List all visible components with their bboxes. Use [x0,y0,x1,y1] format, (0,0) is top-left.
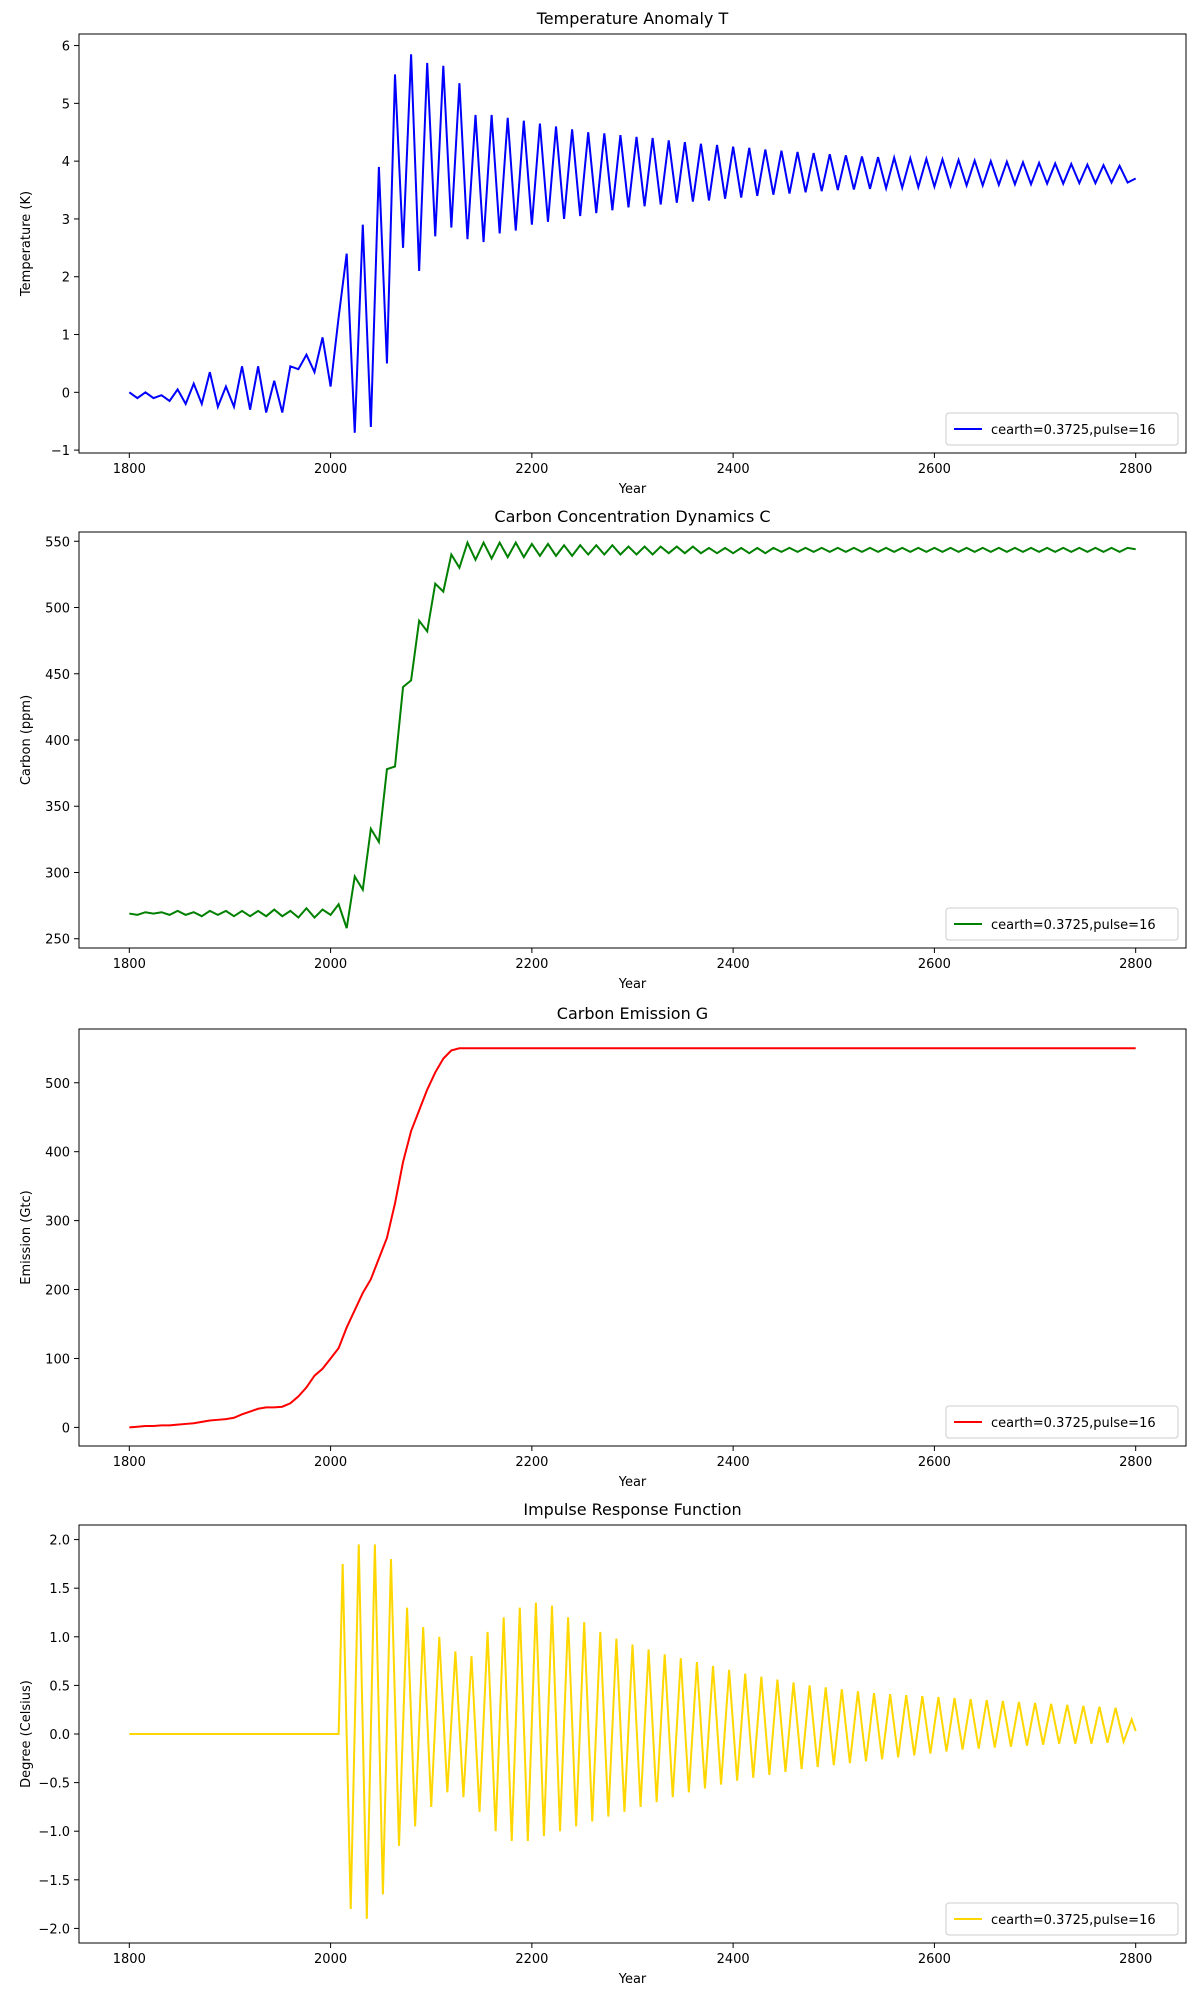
y-tick-label: 1.5 [49,1582,70,1597]
y-axis-label: Temperature (K) [19,191,34,297]
plot-frame [78,531,1187,949]
legend-label: cearth=0.3725,pulse=16 [991,423,1156,438]
y-tick-label: −2.0 [38,1922,70,1937]
y-tick-label: 2 [62,271,70,286]
y-tick-label: 200 [45,1284,70,1299]
x-tick-label: 2600 [918,957,951,972]
y-tick-label: 350 [45,800,70,815]
legend-label: cearth=0.3725,pulse=16 [991,1913,1156,1928]
legend-box [945,1902,1179,1936]
x-tick-label: 2400 [717,957,750,972]
y-tick-label: 300 [45,1215,70,1230]
x-axis-label: Year [618,1972,647,1987]
y-tick-label: 400 [45,1146,70,1161]
y-tick-label: 5 [62,97,70,112]
y-tick-label: 500 [45,1077,70,1092]
y-tick-label: 2.0 [49,1534,70,1549]
x-axis-label: Year [618,977,647,992]
x-tick-label: 2000 [314,1952,347,1967]
legend-label: cearth=0.3725,pulse=16 [991,918,1156,933]
plot-frame [78,33,1187,454]
x-tick-label: 2200 [515,1455,548,1470]
y-tick-label: −1 [51,444,70,459]
x-tick-label: 2000 [314,1455,347,1470]
x-tick-label: 2200 [515,957,548,972]
plot-frame [78,1028,1187,1447]
x-tick-label: 2200 [515,462,548,477]
legend-box [945,1405,1179,1439]
chart-title: Carbon Concentration Dynamics C [494,507,770,526]
x-tick-label: 2800 [1119,957,1152,972]
legend-box [945,907,1179,941]
chart-title: Carbon Emission G [557,1004,708,1023]
y-tick-label: 450 [45,668,70,683]
x-tick-label: 2400 [717,1952,750,1967]
y-tick-label: 100 [45,1352,70,1367]
x-tick-label: 2800 [1119,1952,1152,1967]
x-tick-label: 1800 [113,1455,146,1470]
x-tick-label: 2400 [717,1455,750,1470]
data-line [128,54,1137,433]
legend-label: cearth=0.3725,pulse=16 [991,1416,1156,1431]
panel: Impulse Response Function 1800 2000 2200 240… [19,1500,1187,1987]
y-tick-label: −0.5 [38,1777,70,1792]
y-axis-label: Emission (Gtc) [19,1190,34,1284]
y-tick-label: −1.5 [38,1874,70,1889]
y-tick-label: 550 [45,535,70,550]
panel: Carbon Concentration Dynamics C 1800 2000 2… [19,507,1187,992]
y-tick-label: 1 [62,329,70,344]
x-tick-label: 2000 [314,462,347,477]
y-tick-label: 400 [45,734,70,749]
x-tick-label: 2800 [1119,1455,1152,1470]
legend-box [945,412,1179,446]
y-axis-label: Degree (Celsius) [19,1680,34,1788]
x-tick-label: 1800 [113,957,146,972]
data-line [129,1047,1136,1429]
y-tick-label: 4 [62,155,70,170]
data-line [129,539,1136,929]
x-tick-label: 2600 [918,1952,951,1967]
x-tick-label: 2600 [918,462,951,477]
y-tick-label: 0.5 [49,1679,70,1694]
data-line [129,1544,1137,1919]
y-tick-label: 6 [62,40,70,55]
y-tick-label: −1.0 [38,1825,70,1840]
y-tick-label: 0 [62,1421,70,1436]
x-tick-label: 2800 [1119,462,1152,477]
y-tick-label: 250 [45,933,70,948]
x-tick-label: 1800 [113,462,146,477]
y-tick-label: 0 [62,386,70,401]
x-tick-label: 2200 [515,1952,548,1967]
plot-frame [78,1524,1187,1944]
x-axis-label: Year [618,482,647,497]
y-tick-label: 0.0 [49,1728,70,1743]
x-tick-label: 2000 [314,957,347,972]
y-tick-label: 3 [62,213,70,228]
x-tick-label: 1800 [113,1952,146,1967]
y-tick-label: 300 [45,866,70,881]
x-tick-label: 2400 [717,462,750,477]
y-tick-label: 1.0 [49,1631,70,1646]
y-tick-label: 500 [45,602,70,617]
x-axis-label: Year [618,1475,647,1490]
y-axis-label: Carbon (ppm) [19,695,34,785]
chart-title: Temperature Anomaly T [536,9,729,28]
x-tick-label: 2600 [918,1455,951,1470]
chart-title: Impulse Response Function [523,1500,741,1519]
